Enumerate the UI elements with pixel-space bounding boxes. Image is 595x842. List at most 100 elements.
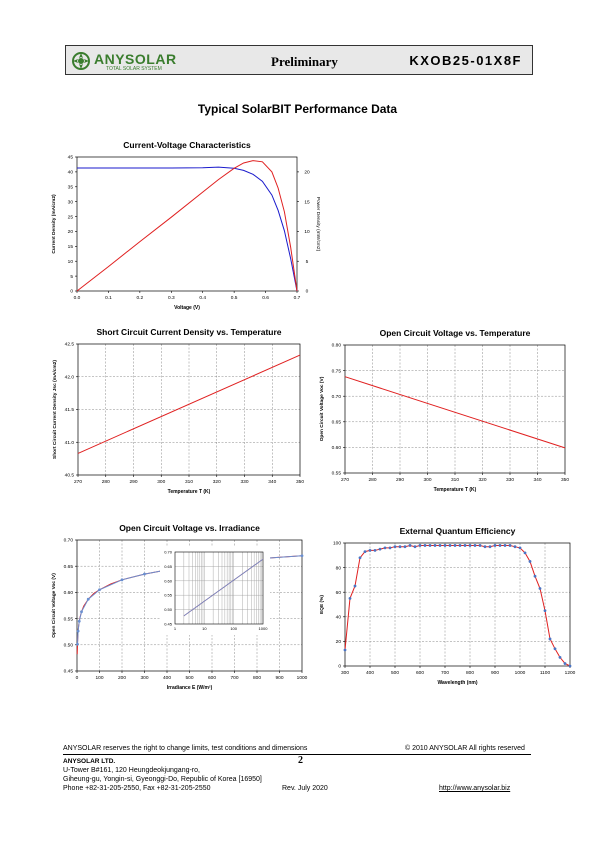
logo-tagline: TOTAL SOLAR SYSTEM (106, 66, 162, 72)
x-tick-label: 0.4 (199, 295, 206, 301)
x-tick-label: 310 (185, 479, 193, 485)
page-number: 2 (298, 755, 303, 766)
x-tick-label: 1000 (297, 675, 308, 681)
data-point (443, 544, 447, 547)
model-number: KXOB25-01X8F (409, 53, 522, 68)
x-tick-label: 290 (129, 479, 137, 485)
y2-tick-label: 15 (304, 199, 310, 205)
x-tick-label: 800 (466, 670, 474, 676)
x-tick-label: 600 (416, 670, 424, 676)
data-point (76, 629, 80, 633)
data-point (448, 544, 452, 547)
y-tick-label: 42.0 (65, 374, 75, 380)
y-tick-label: 41.0 (65, 440, 75, 446)
y-tick-label: 0.60 (64, 590, 74, 596)
x-tick-label: 350 (561, 477, 569, 483)
website-link[interactable]: http://www.anysolar.biz (439, 785, 511, 792)
iv-chart: Current-Voltage Characteristics 0.0 0.1 0.2… (51, 140, 321, 311)
data-point (438, 544, 442, 547)
series-line-0 (344, 544, 571, 667)
inset-x-tick-label: 1000 (259, 626, 269, 631)
data-point (398, 545, 402, 549)
data-point (353, 584, 357, 588)
x-tick-label: 300 (341, 670, 349, 676)
inset-y-tick-label: 0.65 (164, 564, 173, 569)
x-tick-label: 900 (491, 670, 499, 676)
data-point (120, 578, 124, 582)
x-tick-label: 0.7 (294, 295, 301, 301)
y-tick-label: 0.70 (64, 538, 74, 544)
y-tick-label: 30 (68, 199, 74, 205)
y-tick-label: 0.65 (332, 420, 342, 426)
y-axis-label: Open Circuit Voltage Voc (V) (51, 573, 57, 638)
x-tick-label: 0 (76, 675, 79, 681)
x-tick-label: 280 (102, 479, 110, 485)
x-axis-label: Temperature T (K) (434, 487, 477, 493)
data-point (76, 642, 79, 646)
y-tick-label: 20 (336, 639, 342, 645)
y-tick-label: 0.80 (332, 343, 342, 349)
y-tick-label: 0.75 (332, 368, 342, 374)
x-tick-label: 270 (74, 479, 82, 485)
y2-tick-label: 5 (306, 259, 309, 265)
data-point (458, 544, 462, 547)
y-tick-label: 0.50 (64, 643, 74, 649)
footer-copyright: © 2010 ANYSOLAR All rights reserved (405, 745, 525, 752)
x-tick-label: 0.1 (105, 295, 112, 301)
series-line-0 (77, 166, 298, 292)
y2-tick-label: 10 (304, 229, 310, 235)
footer-address-line2: Giheung-gu, Yongin-si, Gyeonggi-Do, Repu… (63, 776, 262, 783)
x-tick-label: 340 (533, 477, 541, 483)
data-point (77, 619, 81, 623)
data-point (543, 609, 547, 613)
data-point (418, 544, 422, 547)
inset-y-tick-label: 0.55 (164, 593, 173, 598)
data-point (403, 545, 407, 549)
x-axis-label: Voltage (V) (174, 305, 200, 311)
data-point (373, 548, 377, 552)
x-tick-label: 330 (506, 477, 514, 483)
y-tick-label: 0.45 (64, 669, 74, 675)
sun-logo-icon (72, 52, 90, 70)
inset-background (160, 547, 270, 635)
data-point (528, 560, 532, 563)
data-point (463, 544, 467, 547)
x-tick-label: 1000 (515, 670, 526, 676)
x-tick-label: 310 (451, 477, 459, 483)
inset-y-tick-label: 0.45 (164, 622, 173, 627)
data-point (488, 545, 492, 549)
page-header: ANYSOLAR TOTAL SOLAR SYSTEM Preliminary … (65, 45, 533, 75)
x-tick-label: 300 (157, 479, 165, 485)
x-tick-label: 280 (368, 477, 376, 483)
x-tick-label: 340 (268, 479, 276, 485)
inset-y-tick-label: 0.60 (164, 578, 173, 583)
logo-name: ANYSOLAR (94, 51, 177, 67)
footer-revision: Rev. July 2020 (282, 785, 328, 792)
data-point (408, 544, 412, 547)
data-point (568, 664, 572, 668)
x-tick-label: 100 (95, 675, 103, 681)
x-tick-label: 0.5 (231, 295, 238, 301)
data-point (473, 544, 477, 547)
data-point (493, 544, 497, 547)
footer-address-line1: U-Tower B#161, 120 Heungdeokjungang-ro, (63, 767, 200, 774)
data-point (343, 648, 347, 652)
data-point (413, 545, 417, 549)
x-tick-label: 400 (366, 670, 374, 676)
x-tick-label: 900 (275, 675, 283, 681)
voc-temperature-chart: Open Circuit Voltage vs. Temperature 270 2… (319, 328, 569, 493)
data-point (498, 544, 502, 547)
x-tick-label: 700 (230, 675, 238, 681)
y-tick-label: 0 (338, 664, 341, 670)
data-point (478, 544, 482, 547)
x-tick-label: 1200 (565, 670, 576, 676)
y-tick-label: 40.5 (65, 473, 75, 479)
x-tick-label: 270 (341, 477, 349, 483)
x-tick-label: 1100 (540, 670, 551, 676)
y-tick-label: 40 (336, 615, 342, 621)
data-point (453, 544, 457, 547)
y-tick-label: 25 (68, 214, 74, 220)
footer-divider (63, 754, 531, 755)
data-point (553, 647, 557, 651)
y-tick-label: 10 (68, 259, 74, 265)
